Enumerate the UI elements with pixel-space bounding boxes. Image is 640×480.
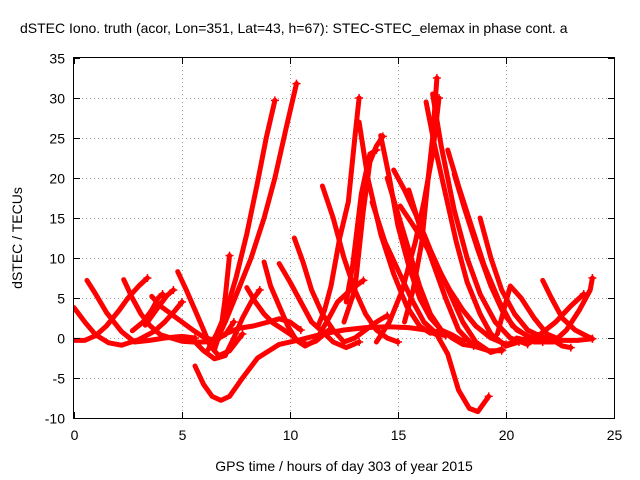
data-series	[74, 74, 597, 415]
data-point-marker	[270, 96, 279, 105]
plot-frame	[73, 57, 615, 419]
data-point-marker	[255, 286, 264, 294]
data-point-marker	[225, 251, 234, 260]
data-point-marker	[372, 146, 381, 154]
data-point-marker	[355, 338, 364, 346]
data-track	[149, 293, 237, 343]
data-point-marker	[169, 286, 178, 294]
data-track	[397, 203, 509, 347]
data-track	[341, 133, 386, 325]
data-point-marker	[394, 338, 402, 346]
y-tick-label: 10	[49, 251, 65, 267]
data-track	[192, 287, 263, 362]
data-track	[384, 175, 477, 349]
data-track	[192, 324, 492, 415]
data-track	[261, 259, 366, 349]
y-tick-label: 0	[57, 331, 65, 347]
data-track	[129, 291, 166, 334]
data-track	[494, 283, 595, 343]
y-tick-label: 20	[49, 171, 65, 187]
y-tick-label: -10	[45, 411, 65, 427]
axes: 0 5 10 15 20 25 -10 -5 0 5 10 15 20 25 30 35	[45, 51, 623, 444]
data-track	[477, 215, 574, 351]
data-tracks	[74, 74, 597, 415]
x-tick-label: 25	[607, 427, 623, 443]
data-point-marker	[355, 94, 364, 102]
data-point-marker	[229, 318, 238, 326]
y-tick-label: 30	[49, 91, 65, 107]
data-point-marker	[484, 392, 493, 401]
data-track	[319, 183, 401, 345]
data-point-marker	[292, 79, 301, 88]
data-track	[423, 99, 522, 349]
x-tick-label: 0	[71, 427, 79, 443]
data-track	[211, 81, 299, 349]
data-point-marker	[588, 274, 597, 282]
data-point-marker	[579, 290, 588, 298]
y-tick-label: 5	[57, 291, 65, 307]
x-tick-label: 20	[499, 427, 515, 443]
data-point-marker	[432, 74, 441, 82]
y-tick-label: 25	[49, 131, 65, 147]
data-track	[222, 316, 304, 337]
data-point-marker	[359, 276, 368, 285]
data-point-marker	[497, 346, 506, 355]
data-point-marker	[238, 330, 247, 338]
x-tick-label: 10	[283, 427, 299, 443]
data-point-marker	[143, 274, 152, 282]
y-tick-label: 15	[49, 211, 65, 227]
data-track	[142, 287, 176, 328]
y-tick-label: -5	[53, 371, 66, 387]
y-tick-label: 35	[49, 51, 65, 67]
x-tick-label: 15	[391, 427, 407, 443]
data-point-marker	[296, 326, 305, 334]
data-track	[315, 95, 362, 329]
chart-title: dSTEC Iono. truth (acor, Lon=351, Lat=43…	[20, 20, 568, 36]
data-track	[514, 275, 595, 345]
x-tick-label: 5	[179, 427, 187, 443]
data-point-marker	[566, 343, 575, 352]
data-track	[430, 91, 531, 347]
data-point-marker	[178, 298, 186, 306]
y-axis-label: dSTEC / TECUs	[9, 187, 25, 289]
data-track	[205, 97, 278, 353]
data-track	[343, 147, 379, 305]
data-track	[503, 291, 587, 347]
x-axis-label: GPS time / hours of day 303 of year 2015	[215, 458, 473, 474]
data-point-marker	[588, 334, 597, 343]
grid-lines	[74, 58, 614, 418]
data-point-marker	[158, 290, 167, 298]
